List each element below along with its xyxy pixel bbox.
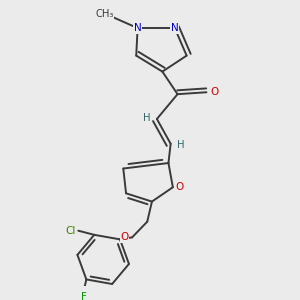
- Text: O: O: [120, 232, 128, 242]
- Text: F: F: [81, 292, 87, 300]
- Text: N: N: [134, 23, 142, 33]
- Text: Cl: Cl: [65, 226, 76, 236]
- Text: O: O: [176, 182, 184, 192]
- Text: H: H: [143, 112, 150, 123]
- Text: O: O: [211, 87, 219, 97]
- Text: H: H: [177, 140, 185, 150]
- Text: N: N: [171, 23, 179, 33]
- Text: CH₃: CH₃: [95, 9, 114, 19]
